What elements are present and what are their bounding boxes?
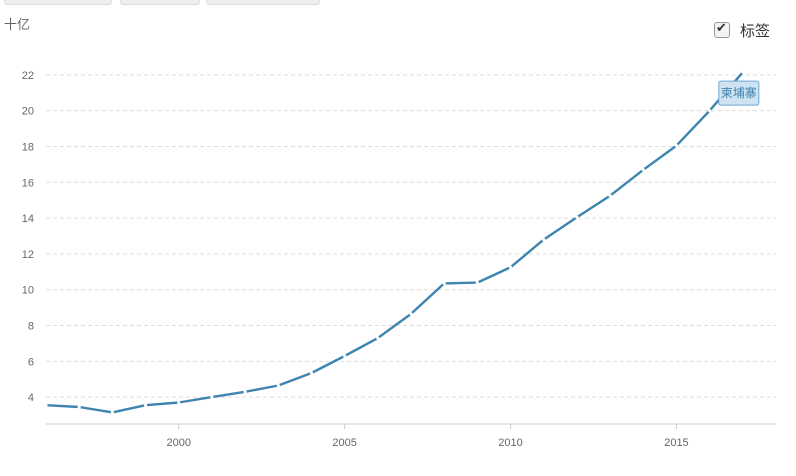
data-point[interactable] [442, 281, 446, 286]
top-tab-3[interactable] [206, 0, 320, 5]
y-tick-label: 16 [22, 177, 34, 189]
data-point[interactable] [143, 403, 148, 407]
data-point[interactable] [376, 336, 380, 340]
data-point[interactable] [44, 403, 48, 407]
data-point[interactable] [674, 143, 679, 148]
data-point[interactable] [276, 383, 280, 388]
y-tick-label: 12 [22, 249, 34, 261]
data-point[interactable] [641, 168, 645, 172]
data-point[interactable] [708, 109, 712, 113]
x-tick-labels: 2000 2005 2010 2015 [166, 424, 689, 449]
data-point[interactable] [243, 390, 247, 394]
data-point[interactable] [110, 410, 114, 414]
data-point[interactable] [508, 265, 513, 269]
x-tick-label: 2015 [664, 437, 688, 449]
data-tag-box [718, 80, 760, 106]
data-point[interactable] [177, 400, 181, 405]
y-axis-unit-label: 十亿 [4, 17, 31, 32]
x-tick-label: 2005 [332, 437, 356, 449]
y-tick-label: 22 [22, 70, 34, 82]
series-layer [44, 70, 745, 414]
y-tick-label: 14 [22, 213, 34, 225]
top-tab-1[interactable] [4, 0, 112, 5]
y-tick-label: 4 [28, 392, 34, 404]
x-tick-label: 2010 [498, 437, 522, 449]
y-tick-label: 10 [22, 285, 34, 297]
series-line [45, 71, 744, 414]
y-tick-label: 6 [28, 356, 34, 368]
data-point[interactable] [77, 405, 81, 409]
y-tick-labels: 4 6 8 10 12 14 16 18 20 22 [22, 70, 34, 404]
data-tag: 柬埔寨 [718, 80, 760, 106]
labels-checkbox[interactable] [714, 21, 730, 38]
labels-toggle-label: 标签 [740, 22, 771, 40]
data-point[interactable] [741, 70, 745, 74]
data-point[interactable] [409, 312, 413, 316]
data-tag-text: 柬埔寨 [721, 85, 757, 100]
data-point[interactable] [343, 354, 347, 358]
top-tab-2[interactable] [120, 0, 200, 5]
data-point[interactable] [210, 395, 214, 399]
data-point[interactable] [309, 371, 314, 375]
labels-toggle[interactable]: 标签 [714, 20, 770, 40]
data-point[interactable] [608, 194, 612, 198]
data-point[interactable] [575, 215, 579, 219]
x-tick-label: 2000 [166, 437, 190, 449]
y-tick-label: 20 [22, 106, 34, 118]
data-point[interactable] [542, 237, 546, 242]
y-tick-label: 8 [28, 321, 34, 333]
data-point[interactable] [475, 280, 479, 285]
y-tick-label: 18 [22, 141, 34, 153]
grid-lines [46, 74, 776, 425]
